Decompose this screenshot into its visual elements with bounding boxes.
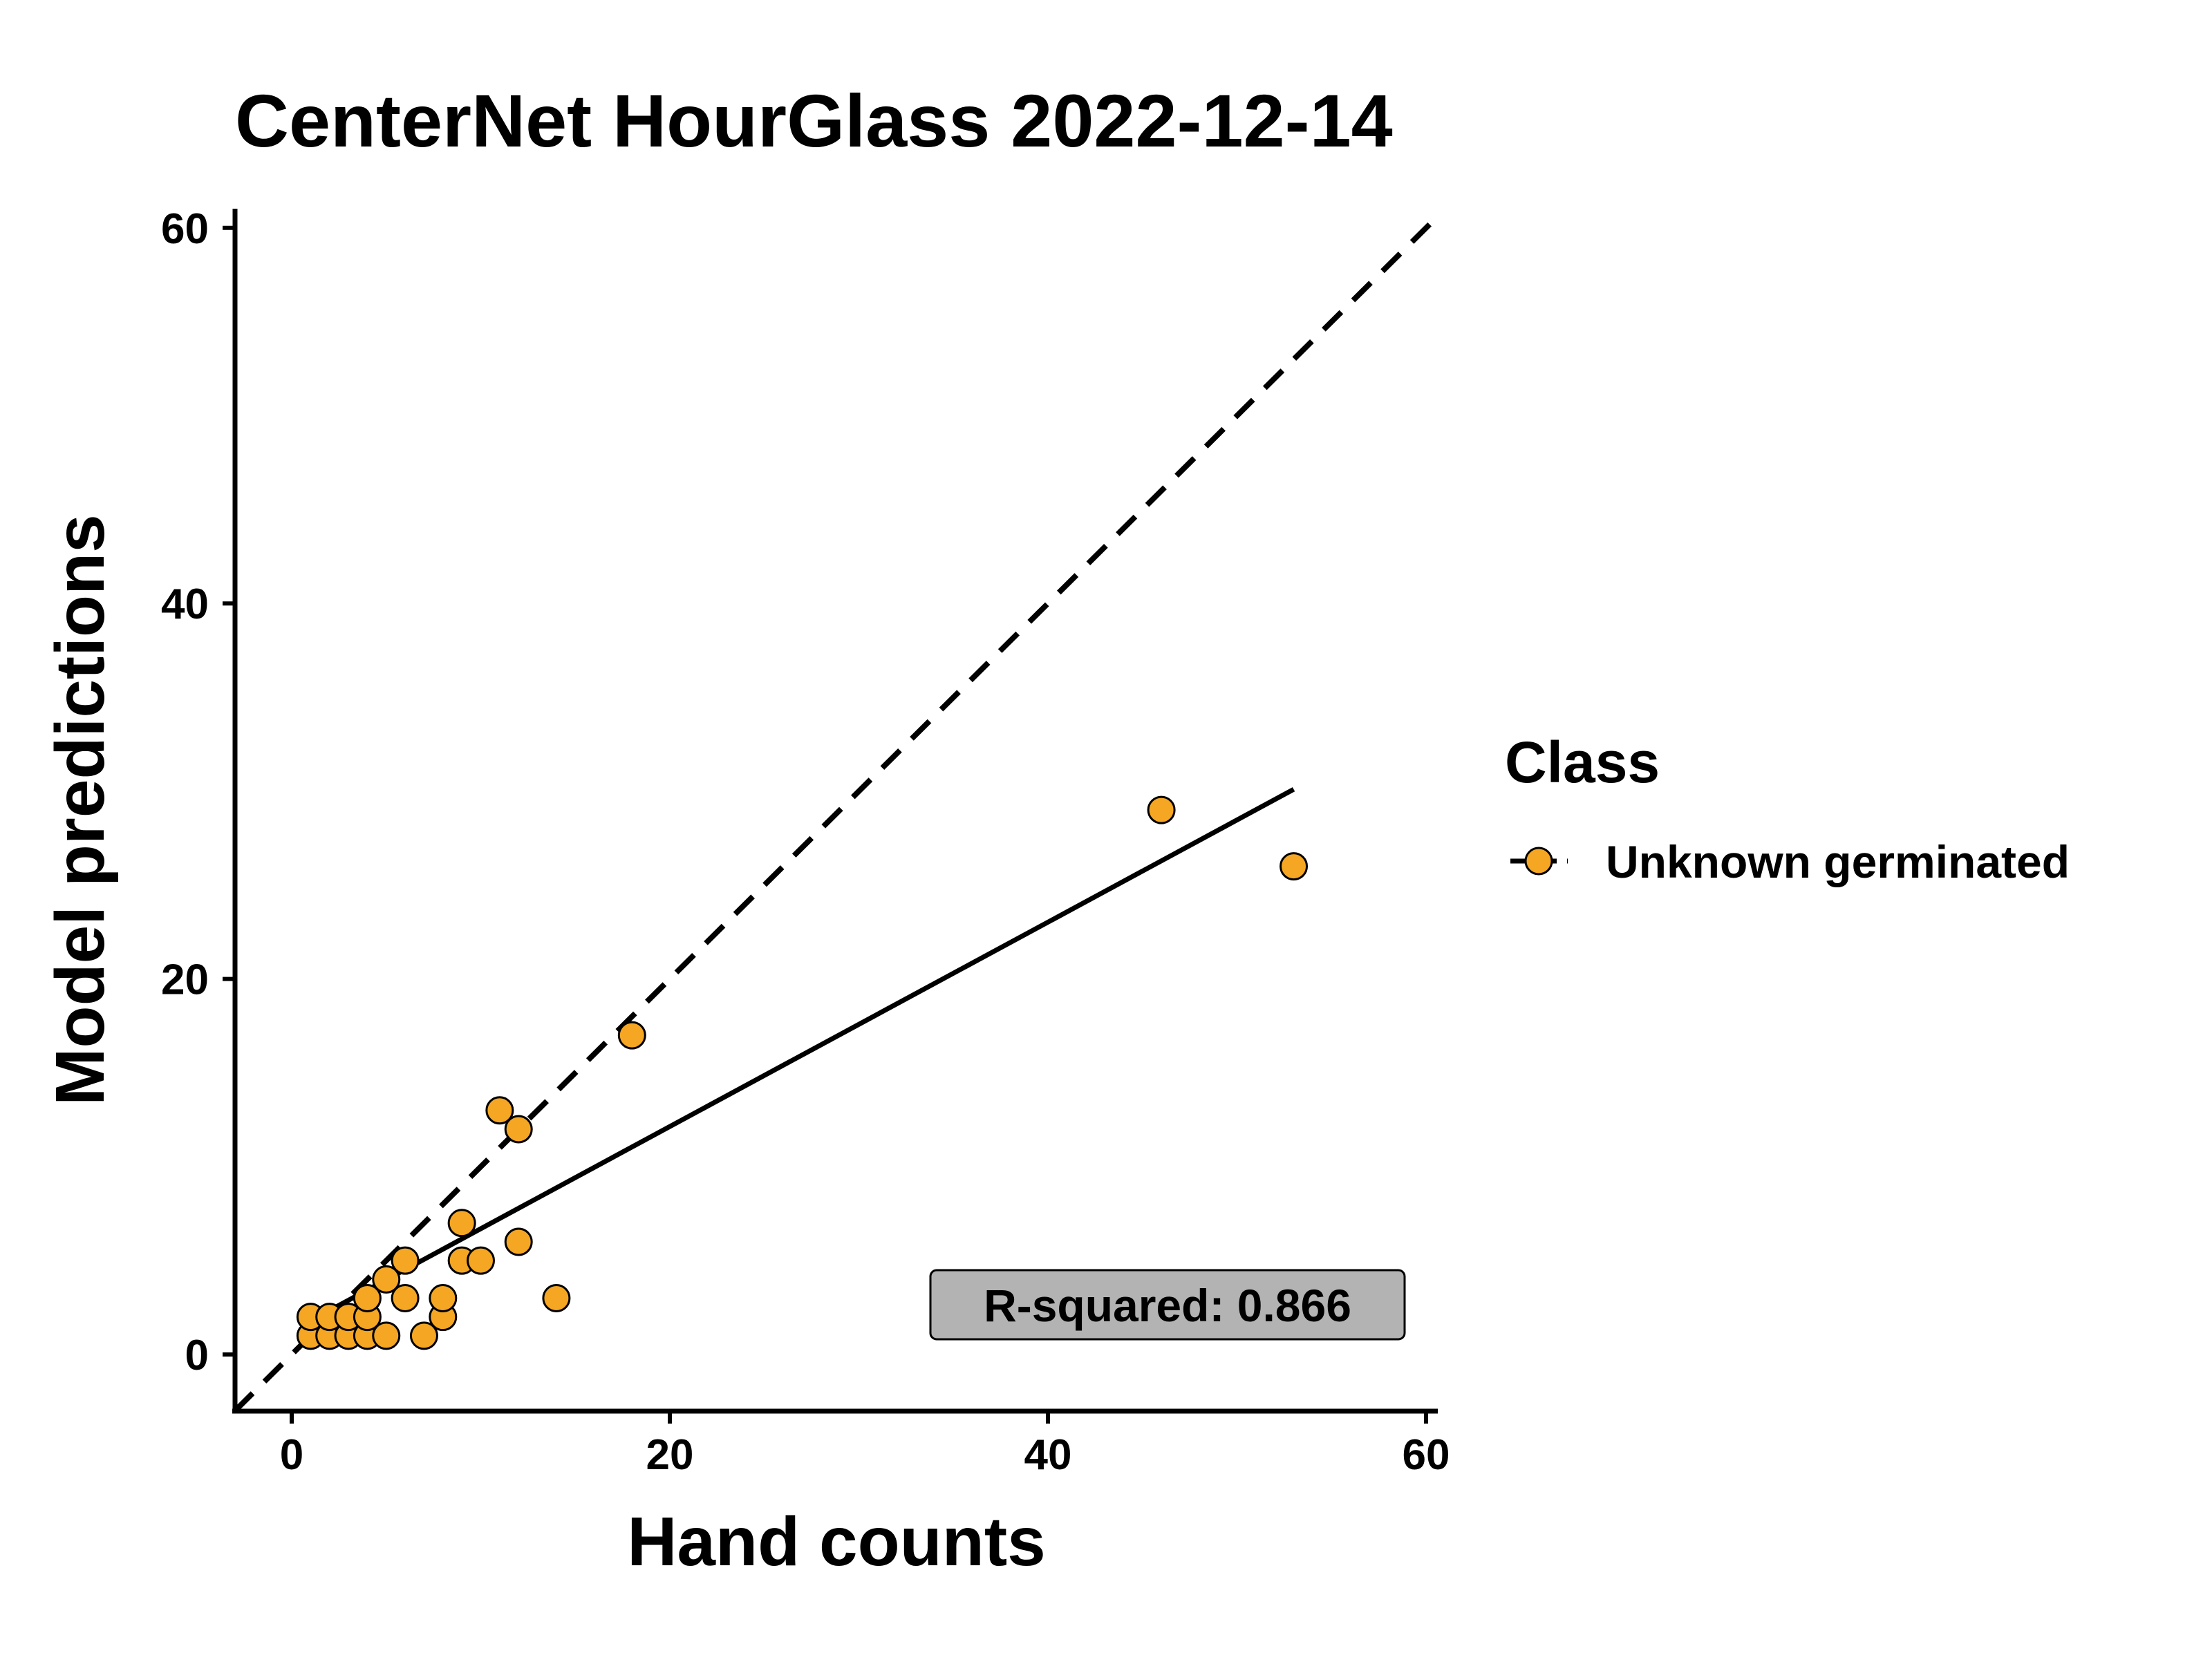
axes: [232, 209, 1438, 1414]
points-layer: [296, 795, 1309, 1350]
legend-entry-label: Unknown germinated: [1606, 836, 2070, 887]
x-axis-title: Hand counts: [627, 1503, 1046, 1580]
y-tick-label: 40: [161, 580, 209, 628]
data-point: [429, 1283, 458, 1312]
legend-key-marker: [1524, 847, 1553, 876]
x-tick-label: 40: [1024, 1431, 1072, 1479]
data-point: [1147, 795, 1176, 824]
lines-layer: [235, 212, 1438, 1413]
annotation-text: R-squared: 0.866: [984, 1280, 1351, 1331]
y-tick-label: 20: [161, 956, 209, 1004]
data-point: [504, 1115, 533, 1144]
data-point: [372, 1265, 401, 1294]
regression-fit-line: [309, 787, 1295, 1323]
data-point: [391, 1283, 420, 1312]
x-tick-label: 60: [1403, 1431, 1450, 1479]
x-tick-label: 0: [280, 1431, 303, 1479]
y-tick-label: 0: [185, 1332, 209, 1379]
legend: Class Unknown germinated: [1505, 730, 2070, 887]
x-ticks: 0 20 40 60: [280, 1411, 1450, 1479]
data-point: [617, 1021, 646, 1050]
reference-line-1to1: [235, 212, 1438, 1413]
y-ticks: 0 20 40 60: [161, 205, 235, 1379]
data-point: [467, 1246, 495, 1275]
data-point: [447, 1209, 476, 1238]
r-squared-annotation: R-squared: 0.866: [929, 1269, 1406, 1341]
chart-title: CenterNet HourGlass 2022-12-14: [235, 79, 1393, 162]
y-tick-label: 60: [161, 205, 209, 253]
data-point: [504, 1227, 533, 1256]
y-axis-title: Model predictions: [41, 514, 119, 1106]
data-point: [409, 1321, 438, 1350]
data-point: [372, 1321, 401, 1350]
annotation-box: [929, 1269, 1406, 1341]
x-tick-label: 20: [646, 1431, 694, 1479]
data-point: [353, 1283, 382, 1312]
data-point: [542, 1283, 571, 1312]
data-point: [1280, 852, 1309, 881]
legend-title: Class: [1505, 730, 1660, 795]
data-point: [485, 1096, 514, 1125]
data-point: [391, 1246, 420, 1275]
